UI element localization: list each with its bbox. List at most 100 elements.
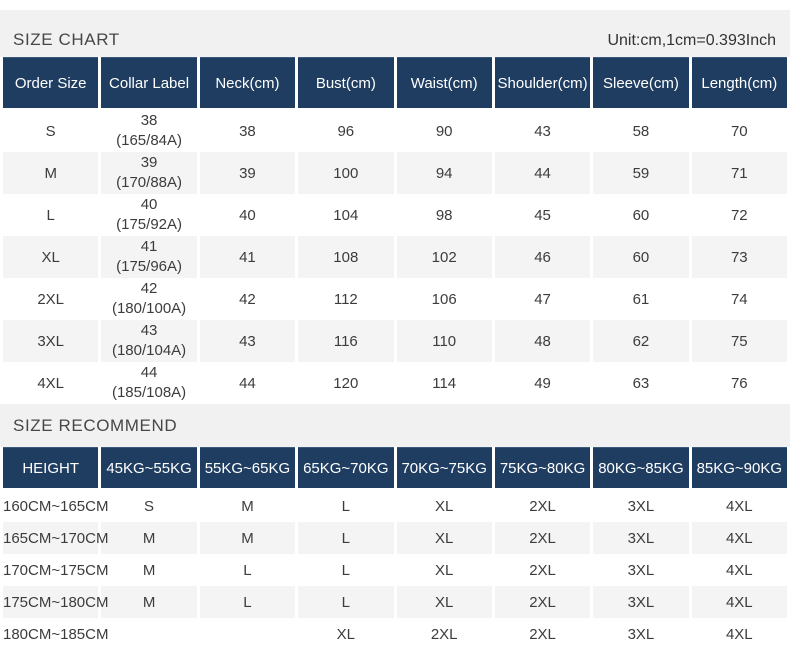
- size-chart-column-header: Shoulder(cm): [494, 57, 591, 110]
- measurement-cell: 62: [593, 320, 689, 362]
- recommended-size-cell: M: [101, 522, 197, 554]
- recommended-size-cell: XL: [396, 522, 492, 554]
- recommended-size-cell: [101, 618, 197, 650]
- size-recommend-column-header: 85KG~90KG: [691, 447, 787, 490]
- collar-label-cell: 41 (175/96A): [101, 236, 197, 278]
- size-recommend-body: 160CM~165CM S M L XL 2XL 3XL 4XL 165CM~170CM M M L X…: [3, 490, 787, 650]
- measurement-cell: 114: [396, 362, 492, 404]
- size-recommend-row: 160CM~165CM S M L XL 2XL 3XL 4XL: [3, 490, 787, 522]
- recommended-size-cell: M: [101, 586, 197, 618]
- measurement-cell: 38: [199, 110, 296, 152]
- recommended-size-cell: L: [199, 554, 296, 586]
- collar-spec: (170/88A): [116, 174, 182, 191]
- size-recommend-column-header: 80KG~85KG: [593, 447, 689, 490]
- collar-number: 43: [140, 322, 158, 339]
- recommended-size-cell: 4XL: [691, 490, 787, 522]
- measurement-cell: 116: [298, 320, 394, 362]
- collar-spec: (180/104A): [111, 342, 187, 359]
- measurement-cell: 42: [199, 278, 296, 320]
- size-chart-column-header: Collar Label: [101, 57, 197, 110]
- collar-number: 42: [140, 280, 158, 297]
- recommended-size-cell: 3XL: [593, 490, 689, 522]
- measurement-cell: 72: [691, 194, 787, 236]
- size-recommend-row: 170CM~175CM M L L XL 2XL 3XL 4XL: [3, 554, 787, 586]
- collar-label-cell: 40 (175/92A): [101, 194, 197, 236]
- size-recommend-column-header: HEIGHT: [3, 447, 99, 490]
- collar-label-cell: 38 (165/84A): [101, 110, 197, 152]
- measurement-cell: 98: [396, 194, 492, 236]
- size-chart-row: L 40 (175/92A) 40 104 98 45 60 72: [3, 194, 787, 236]
- recommended-size-cell: 2XL: [494, 490, 591, 522]
- collar-label-cell: 43 (180/104A): [101, 320, 197, 362]
- measurement-cell: 41: [199, 236, 296, 278]
- recommended-size-cell: M: [199, 490, 296, 522]
- recommended-size-cell: L: [298, 554, 394, 586]
- measurement-cell: 112: [298, 278, 394, 320]
- size-recommend-header-band: SIZE RECOMMEND: [0, 404, 790, 447]
- recommended-size-cell: [199, 618, 296, 650]
- height-range-cell: 170CM~175CM: [3, 554, 108, 586]
- size-chart-column-header: Bust(cm): [298, 57, 394, 110]
- size-chart-column-header: Order Size: [3, 57, 99, 110]
- measurement-cell: 59: [593, 152, 689, 194]
- measurement-cell: 44: [494, 152, 591, 194]
- measurement-cell: 45: [494, 194, 591, 236]
- order-size-cell: 2XL: [3, 278, 99, 320]
- size-chart-row: 3XL 43 (180/104A) 43 116 110 48 62 75: [3, 320, 787, 362]
- recommended-size-cell: M: [199, 522, 296, 554]
- size-recommend-table: HEIGHT 45KG~55KG 55KG~65KG 65KG~70KG 70KG~75…: [0, 447, 790, 650]
- recommended-size-cell: XL: [396, 586, 492, 618]
- size-chart-row: 4XL 44 (185/108A) 44 120 114 49 63 76: [3, 362, 787, 404]
- size-chart-row: S 38 (165/84A) 38 96 90 43 58 70: [3, 110, 787, 152]
- collar-number: 41: [140, 238, 158, 255]
- size-chart-column-header: Sleeve(cm): [593, 57, 689, 110]
- measurement-cell: 40: [199, 194, 296, 236]
- size-recommend-column-header: 70KG~75KG: [396, 447, 492, 490]
- order-size-cell: L: [3, 194, 99, 236]
- collar-number: 44: [140, 364, 158, 381]
- measurement-cell: 58: [593, 110, 689, 152]
- size-chart-column-header: Neck(cm): [199, 57, 296, 110]
- measurement-cell: 60: [593, 194, 689, 236]
- measurement-cell: 60: [593, 236, 689, 278]
- recommended-size-cell: L: [298, 490, 394, 522]
- collar-label-cell: 44 (185/108A): [101, 362, 197, 404]
- order-size-cell: XL: [3, 236, 99, 278]
- measurement-cell: 43: [199, 320, 296, 362]
- collar-label-cell: 42 (180/100A): [101, 278, 197, 320]
- order-size-cell: M: [3, 152, 99, 194]
- recommended-size-cell: 2XL: [494, 586, 591, 618]
- size-chart-header-band: SIZE CHART Unit:cm,1cm=0.393Inch: [0, 10, 790, 57]
- collar-spec: (175/92A): [116, 216, 182, 233]
- measurement-cell: 61: [593, 278, 689, 320]
- recommended-size-cell: 2XL: [396, 618, 492, 650]
- size-recommend-column-header: 55KG~65KG: [199, 447, 296, 490]
- measurement-cell: 104: [298, 194, 394, 236]
- recommended-size-cell: 4XL: [691, 618, 787, 650]
- measurement-cell: 71: [691, 152, 787, 194]
- height-range-cell: 165CM~170CM: [3, 522, 108, 554]
- measurement-cell: 46: [494, 236, 591, 278]
- measurement-cell: 47: [494, 278, 591, 320]
- size-recommend-column-header: 65KG~70KG: [298, 447, 394, 490]
- recommended-size-cell: 3XL: [593, 554, 689, 586]
- collar-label-cell: 39 (170/88A): [101, 152, 197, 194]
- collar-number: 40: [140, 196, 158, 213]
- recommended-size-cell: M: [101, 554, 197, 586]
- measurement-cell: 43: [494, 110, 591, 152]
- collar-spec: (175/96A): [116, 258, 182, 275]
- measurement-cell: 108: [298, 236, 394, 278]
- size-recommend-row: 165CM~170CM M M L XL 2XL 3XL 4XL: [3, 522, 787, 554]
- recommended-size-cell: 3XL: [593, 618, 689, 650]
- recommended-size-cell: 2XL: [494, 618, 591, 650]
- order-size-cell: 4XL: [3, 362, 99, 404]
- recommended-size-cell: XL: [298, 618, 394, 650]
- recommended-size-cell: 4XL: [691, 554, 787, 586]
- unit-conversion-note: Unit:cm,1cm=0.393Inch: [607, 32, 776, 49]
- measurement-cell: 39: [199, 152, 296, 194]
- size-chart-table: Order Size Collar Label Neck(cm) Bust(cm) Wa…: [0, 57, 790, 404]
- size-recommend-column-header: 75KG~80KG: [494, 447, 591, 490]
- recommended-size-cell: L: [298, 586, 394, 618]
- recommended-size-cell: 3XL: [593, 522, 689, 554]
- height-range-cell: 175CM~180CM: [3, 586, 108, 618]
